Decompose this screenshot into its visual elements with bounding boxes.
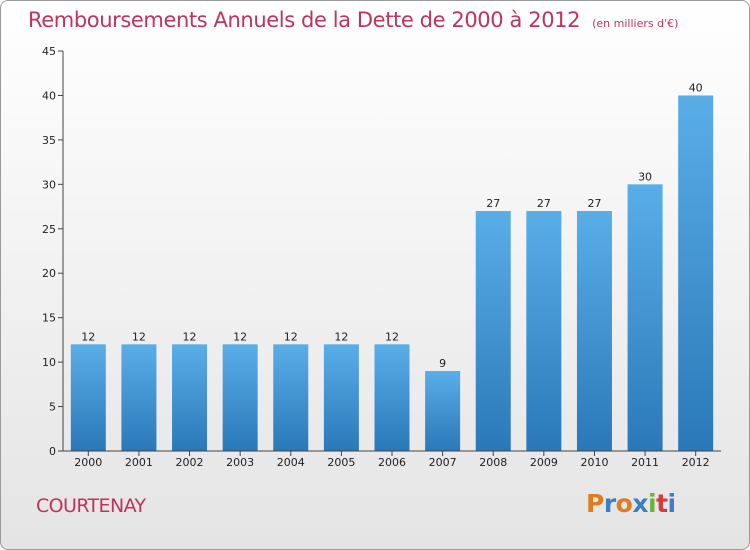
data-label-2000: 12: [81, 330, 95, 343]
data-label-2002: 12: [183, 330, 197, 343]
y-tick-label-45: 45: [42, 45, 56, 58]
y-tick-label-40: 40: [42, 89, 56, 102]
bar-2001: [121, 344, 157, 451]
commune-name: COURTENAY: [36, 495, 146, 517]
bar-2004: [273, 344, 309, 451]
bar-2011: [627, 184, 663, 452]
x-tick-label-2007: 2007: [429, 456, 457, 469]
bar-2009: [526, 211, 562, 451]
x-tick-label-2003: 2003: [226, 456, 254, 469]
logo-letter: P: [586, 489, 604, 518]
logo-letter: t: [656, 489, 668, 518]
axes-layer: 2000 2001 2002 2003 2004 2005 2006 2007 2008 2009…: [42, 45, 721, 469]
logo-letter: i: [648, 489, 657, 518]
x-tick-label-2011: 2011: [631, 456, 659, 469]
data-label-2010: 27: [587, 197, 601, 210]
data-label-2009: 27: [537, 197, 551, 210]
bar-2008: [475, 211, 511, 451]
y-tick-label-10: 10: [42, 356, 56, 369]
y-tick-label-15: 15: [42, 312, 56, 325]
x-tick-label-2000: 2000: [74, 456, 102, 469]
data-label-2012: 40: [689, 81, 703, 94]
y-tick-label-35: 35: [42, 134, 56, 147]
unit-note: (en milliers d'€): [592, 17, 679, 30]
data-label-2006: 12: [385, 330, 399, 343]
data-label-2008: 27: [486, 197, 500, 210]
y-tick-label-0: 0: [49, 445, 56, 458]
x-tick-label-2001: 2001: [125, 456, 153, 469]
data-label-2001: 12: [132, 330, 146, 343]
x-tick-label-2005: 2005: [327, 456, 355, 469]
logo-letter: i: [667, 489, 677, 518]
x-tick-label-2009: 2009: [530, 456, 558, 469]
y-tick-label-30: 30: [42, 178, 56, 191]
bars-layer: 12 12 12 12 12 12 12 9 27 27 27 30 40: [70, 81, 714, 452]
bar-2000: [70, 344, 106, 451]
chart-title: Remboursements Annuels de la Dette de 20…: [28, 8, 678, 32]
y-tick-label-25: 25: [42, 223, 56, 236]
bar-2002: [172, 344, 208, 451]
x-tick-label-2008: 2008: [479, 456, 507, 469]
logo-letter: x: [632, 489, 648, 518]
logo-letter: r: [603, 489, 616, 518]
bar-2003: [222, 344, 258, 451]
x-tick-label-2002: 2002: [176, 456, 204, 469]
chart-title-text: Remboursements Annuels de la Dette de 20…: [28, 8, 581, 32]
proxiti-logo[interactable]: Proxiti: [586, 489, 676, 518]
x-tick-label-2004: 2004: [277, 456, 305, 469]
x-tick-label-2010: 2010: [580, 456, 608, 469]
data-label-2004: 12: [284, 330, 298, 343]
x-tick-label-2006: 2006: [378, 456, 406, 469]
data-label-2003: 12: [233, 330, 247, 343]
data-label-2005: 12: [334, 330, 348, 343]
bar-2007: [425, 371, 461, 451]
logo-letter: o: [615, 489, 633, 518]
bar-2005: [323, 344, 359, 451]
y-tick-label-5: 5: [49, 401, 56, 414]
bar-2012: [678, 95, 714, 451]
data-label-2011: 30: [638, 170, 652, 183]
bar-2006: [374, 344, 410, 451]
bar-2010: [576, 211, 612, 451]
x-tick-label-2012: 2012: [682, 456, 710, 469]
data-label-2007: 9: [439, 357, 446, 370]
y-tick-label-20: 20: [42, 267, 56, 280]
